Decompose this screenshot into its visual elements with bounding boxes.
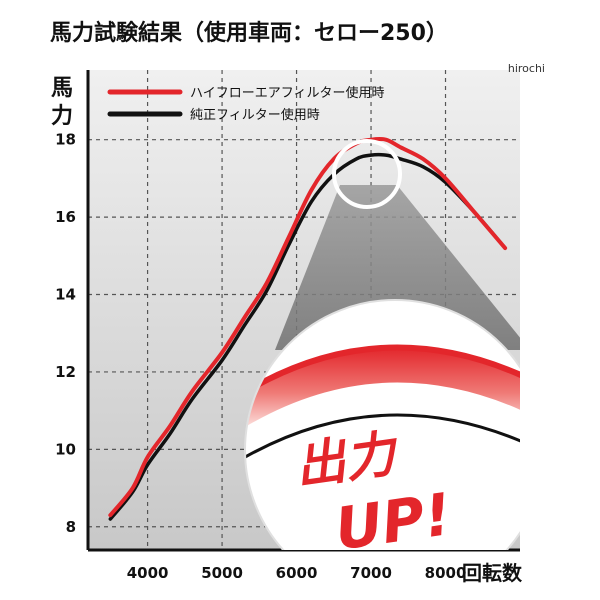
y-tick-label: 12 [55,363,76,381]
legend-label-stock: 純正フィルター使用時 [190,107,320,123]
x-axis-label: 回転数 [462,561,523,585]
zoom-focus-circle [332,139,402,209]
x-tick-label: 8000 [425,564,467,582]
series-line-high-flow [108,136,508,518]
y-tick-label: 18 [55,131,76,149]
chart-title: 馬力試験結果（使用車両：セロー250） [50,20,448,46]
zoom-beam [275,185,520,350]
series-line-stock [108,152,507,521]
legend-label-high-flow: ハイフローエアフィルター使用時 [190,85,384,101]
magnified-view [244,299,520,550]
x-tick-label: 4000 [127,564,169,582]
x-tick-label: 6000 [276,564,318,582]
y-tick-label: 14 [55,286,76,304]
watermark: hirochi [508,62,545,75]
y-tick-label: 10 [55,440,76,458]
legend: ハイフローエアフィルター使用時 純正フィルター使用時 [107,85,384,123]
y-tick-label: 8 [66,518,76,536]
y-axis-label: 馬力 [51,76,73,129]
x-tick-label: 7000 [350,564,392,582]
x-tick-label: 5000 [201,564,243,582]
annotation-line2: UP! [331,480,455,563]
annotation-line1: 出力 [292,424,404,496]
y-tick-label: 16 [55,208,76,226]
